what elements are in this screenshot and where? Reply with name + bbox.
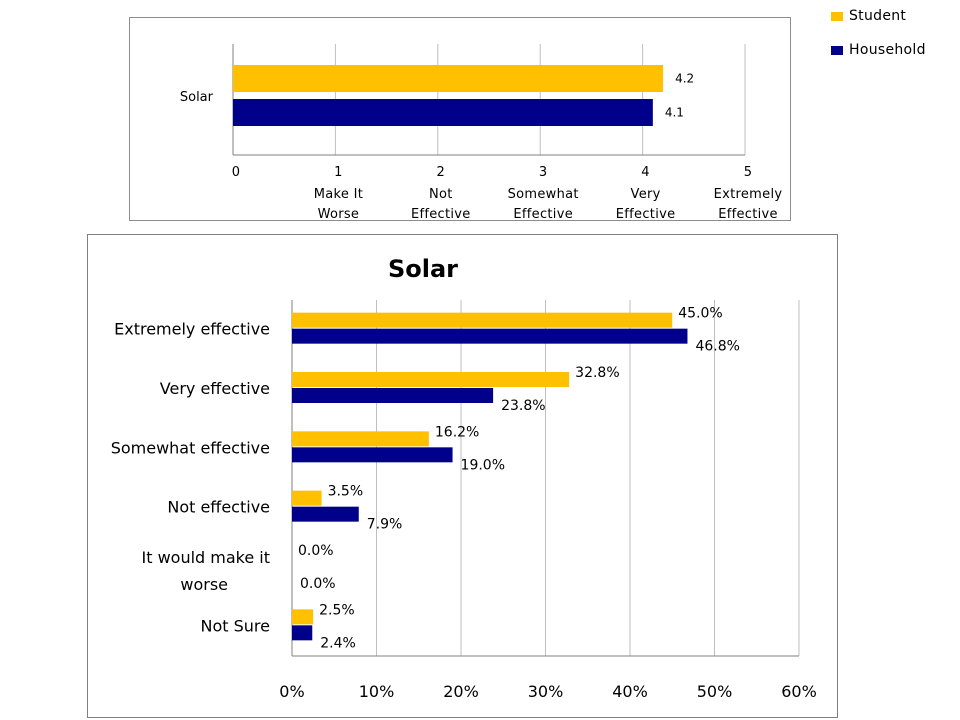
top-chart-panel: 4.2 4.1 Solar 0 1 Make It Worse 2 Not Effective 3 S…: [129, 17, 791, 222]
bar-household: [292, 388, 494, 403]
x-tick-label: Worse: [318, 207, 360, 222]
x-tick-label: Somewhat: [508, 187, 579, 202]
x-tick-label: 5: [744, 165, 753, 180]
top-chart-svg: 4.2 4.1 Solar 0 1 Make It Worse 2 Not Effective 3 S…: [180, 44, 783, 222]
data-label-household: 19.0%: [461, 457, 505, 473]
data-label-student: 16.2%: [435, 424, 479, 440]
category-label: worse: [180, 575, 228, 594]
data-label-household: 23.8%: [501, 398, 545, 414]
bar-student: [292, 490, 322, 506]
x-tick-label: 50%: [697, 682, 733, 701]
bar-student: [292, 431, 429, 447]
data-label-student: 3.5%: [328, 484, 364, 500]
x-tick-label: 2: [437, 165, 446, 180]
x-tick-label: Very: [631, 187, 661, 202]
bottom-chart-panel: Solar 45.0% 46.8% Extremely effective 32.8% 2…: [87, 234, 838, 718]
data-label-household: 2.4%: [320, 635, 356, 651]
data-label-household: 0.0%: [300, 576, 336, 592]
x-tick-label: 20%: [443, 682, 479, 701]
category-label: Not Sure: [201, 616, 270, 635]
x-tick-label: Effective: [616, 207, 676, 222]
category-label: It would make it: [141, 548, 270, 567]
category-label: Not effective: [167, 498, 270, 517]
bar-household: [233, 99, 653, 126]
bar-student: [292, 609, 314, 625]
x-tick-label: Effective: [411, 207, 471, 222]
x-tick-label: 3: [539, 165, 548, 180]
legend-swatch-household: [831, 45, 843, 55]
data-label-student: 4.2: [675, 72, 694, 86]
data-label-student: 45.0%: [678, 306, 722, 322]
x-tick-label: 40%: [612, 682, 648, 701]
bar-household: [292, 625, 313, 641]
legend-label-student: Student: [849, 8, 907, 24]
category-label: Extremely effective: [114, 320, 270, 339]
bar-student: [233, 65, 664, 92]
legend-swatch-student: [831, 11, 843, 21]
x-tick-label: 10%: [359, 682, 395, 701]
data-label-household: 7.9%: [367, 517, 403, 533]
bar-student: [292, 372, 570, 387]
bar-household: [292, 328, 688, 344]
bar-student: [292, 312, 673, 328]
data-label-student: 2.5%: [319, 602, 355, 618]
x-tick-label: 60%: [781, 682, 817, 701]
data-label-household: 46.8%: [695, 339, 739, 355]
legend-label-household: Household: [849, 42, 926, 58]
chart-legend: Student Household: [831, 6, 956, 74]
x-tick-label: 0: [232, 165, 241, 180]
x-tick-label: Not: [429, 187, 453, 202]
x-tick-label: Make It: [314, 187, 363, 202]
bar-household: [292, 447, 453, 463]
data-label-household: 4.1: [665, 106, 684, 120]
x-tick-label: Extremely: [714, 187, 783, 202]
bottom-chart-svg: Solar 45.0% 46.8% Extremely effective 32.8% 2…: [111, 255, 817, 701]
x-tick-label: 1: [334, 165, 343, 180]
legend-item-household: Household: [831, 40, 956, 60]
legend-item-student: Student: [831, 6, 956, 26]
category-label: Solar: [180, 90, 214, 105]
bar-household: [292, 506, 359, 522]
category-label: Very effective: [160, 379, 270, 398]
x-tick-label: Effective: [513, 207, 573, 222]
data-label-student: 0.0%: [298, 543, 334, 559]
x-tick-label: 30%: [528, 682, 564, 701]
category-label: Somewhat effective: [111, 438, 270, 457]
data-label-student: 32.8%: [575, 365, 619, 381]
x-tick-label: Effective: [718, 207, 778, 222]
x-tick-label: 4: [641, 165, 650, 180]
chart-title: Solar: [388, 255, 458, 283]
x-tick-label: 0%: [279, 682, 304, 701]
